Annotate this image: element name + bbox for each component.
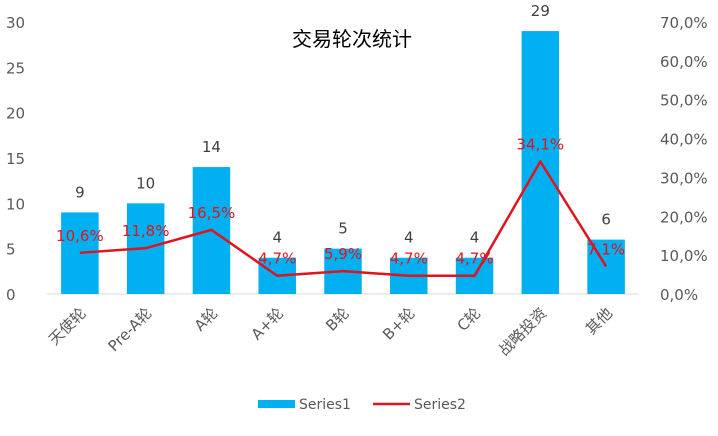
line-value-label: 16,5% xyxy=(188,204,236,222)
legend-label-series2: Series2 xyxy=(414,397,466,413)
x-tick-label: B轮 xyxy=(322,304,353,335)
chart-title: 交易轮次统计 xyxy=(292,27,412,51)
x-tick-label: 战略投资 xyxy=(495,304,550,359)
line-path xyxy=(79,160,608,277)
x-tick-label: 其他 xyxy=(582,304,616,338)
line-series xyxy=(79,160,608,277)
bar-value-label: 10 xyxy=(136,174,155,192)
y-right-tick-label: 50,0% xyxy=(660,92,708,110)
y-right-tick-label: 20,0% xyxy=(660,208,708,226)
bar-value-label: 9 xyxy=(75,183,85,201)
line-value-label: 4,7% xyxy=(258,250,296,268)
y-right-tick-label: 60,0% xyxy=(660,53,708,71)
y-left-tick-label: 10 xyxy=(6,195,25,213)
bar-value-label: 4 xyxy=(272,229,282,247)
x-tick-label: A+轮 xyxy=(248,304,287,343)
y-left-tick-label: 30 xyxy=(6,14,25,32)
y-right-tick-label: 70,0% xyxy=(660,14,708,32)
y-right-tick-label: 10,0% xyxy=(660,247,708,265)
legend: Series1 Series2 xyxy=(258,397,466,413)
y-right-tick-label: 30,0% xyxy=(660,169,708,187)
legend-swatch-series1 xyxy=(258,400,295,408)
y-left-tick-label: 20 xyxy=(6,105,25,123)
line-value-label: 11,8% xyxy=(122,222,170,240)
y-right-tick-label: 0,0% xyxy=(660,286,698,304)
bar-value-label: 4 xyxy=(404,229,414,247)
y-left-tick-label: 5 xyxy=(6,241,16,259)
bar-value-label: 14 xyxy=(202,138,221,156)
line-value-label: 34,1% xyxy=(517,135,565,153)
y-left-tick-label: 25 xyxy=(6,59,25,77)
x-tick-label: C轮 xyxy=(454,304,485,335)
x-tick-label: A轮 xyxy=(191,304,222,335)
bar-value-label: 4 xyxy=(470,229,480,247)
line-value-label: 4,7% xyxy=(390,250,428,268)
y-right-tick-label: 40,0% xyxy=(660,131,708,149)
y-left-axis: 0 5 10 15 20 25 30 xyxy=(6,14,25,304)
line-value-labels: 10,6% 11,8% 16,5% 4,7% 5,9% 4,7% 4,7% 34,1% 7,1% xyxy=(56,135,625,267)
line-value-label: 10,6% xyxy=(56,227,104,245)
x-axis: 天使轮 Pre-A轮 A轮 A+轮 B轮 B+轮 C轮 战略投资 其他 xyxy=(45,304,616,359)
y-left-tick-label: 15 xyxy=(6,150,25,168)
x-tick-label: 天使轮 xyxy=(45,304,90,349)
bar xyxy=(61,212,99,294)
x-tick-label: B+轮 xyxy=(379,304,418,343)
line-value-label: 4,7% xyxy=(456,250,494,268)
y-right-axis: 0,0% 10,0% 20,0% 30,0% 40,0% 50,0% 60,0% 70,0% xyxy=(660,14,708,304)
legend-label-series1: Series1 xyxy=(299,397,351,413)
x-tick-label: Pre-A轮 xyxy=(104,304,155,355)
y-left-tick-label: 0 xyxy=(6,286,16,304)
bar-value-label: 29 xyxy=(531,2,550,20)
bar-value-label: 6 xyxy=(601,211,611,229)
line-value-label: 5,9% xyxy=(324,245,362,263)
line-value-label: 7,1% xyxy=(587,240,625,258)
bar-value-labels: 9 10 14 4 5 4 4 29 6 xyxy=(75,2,611,247)
bar-value-label: 5 xyxy=(338,220,348,238)
